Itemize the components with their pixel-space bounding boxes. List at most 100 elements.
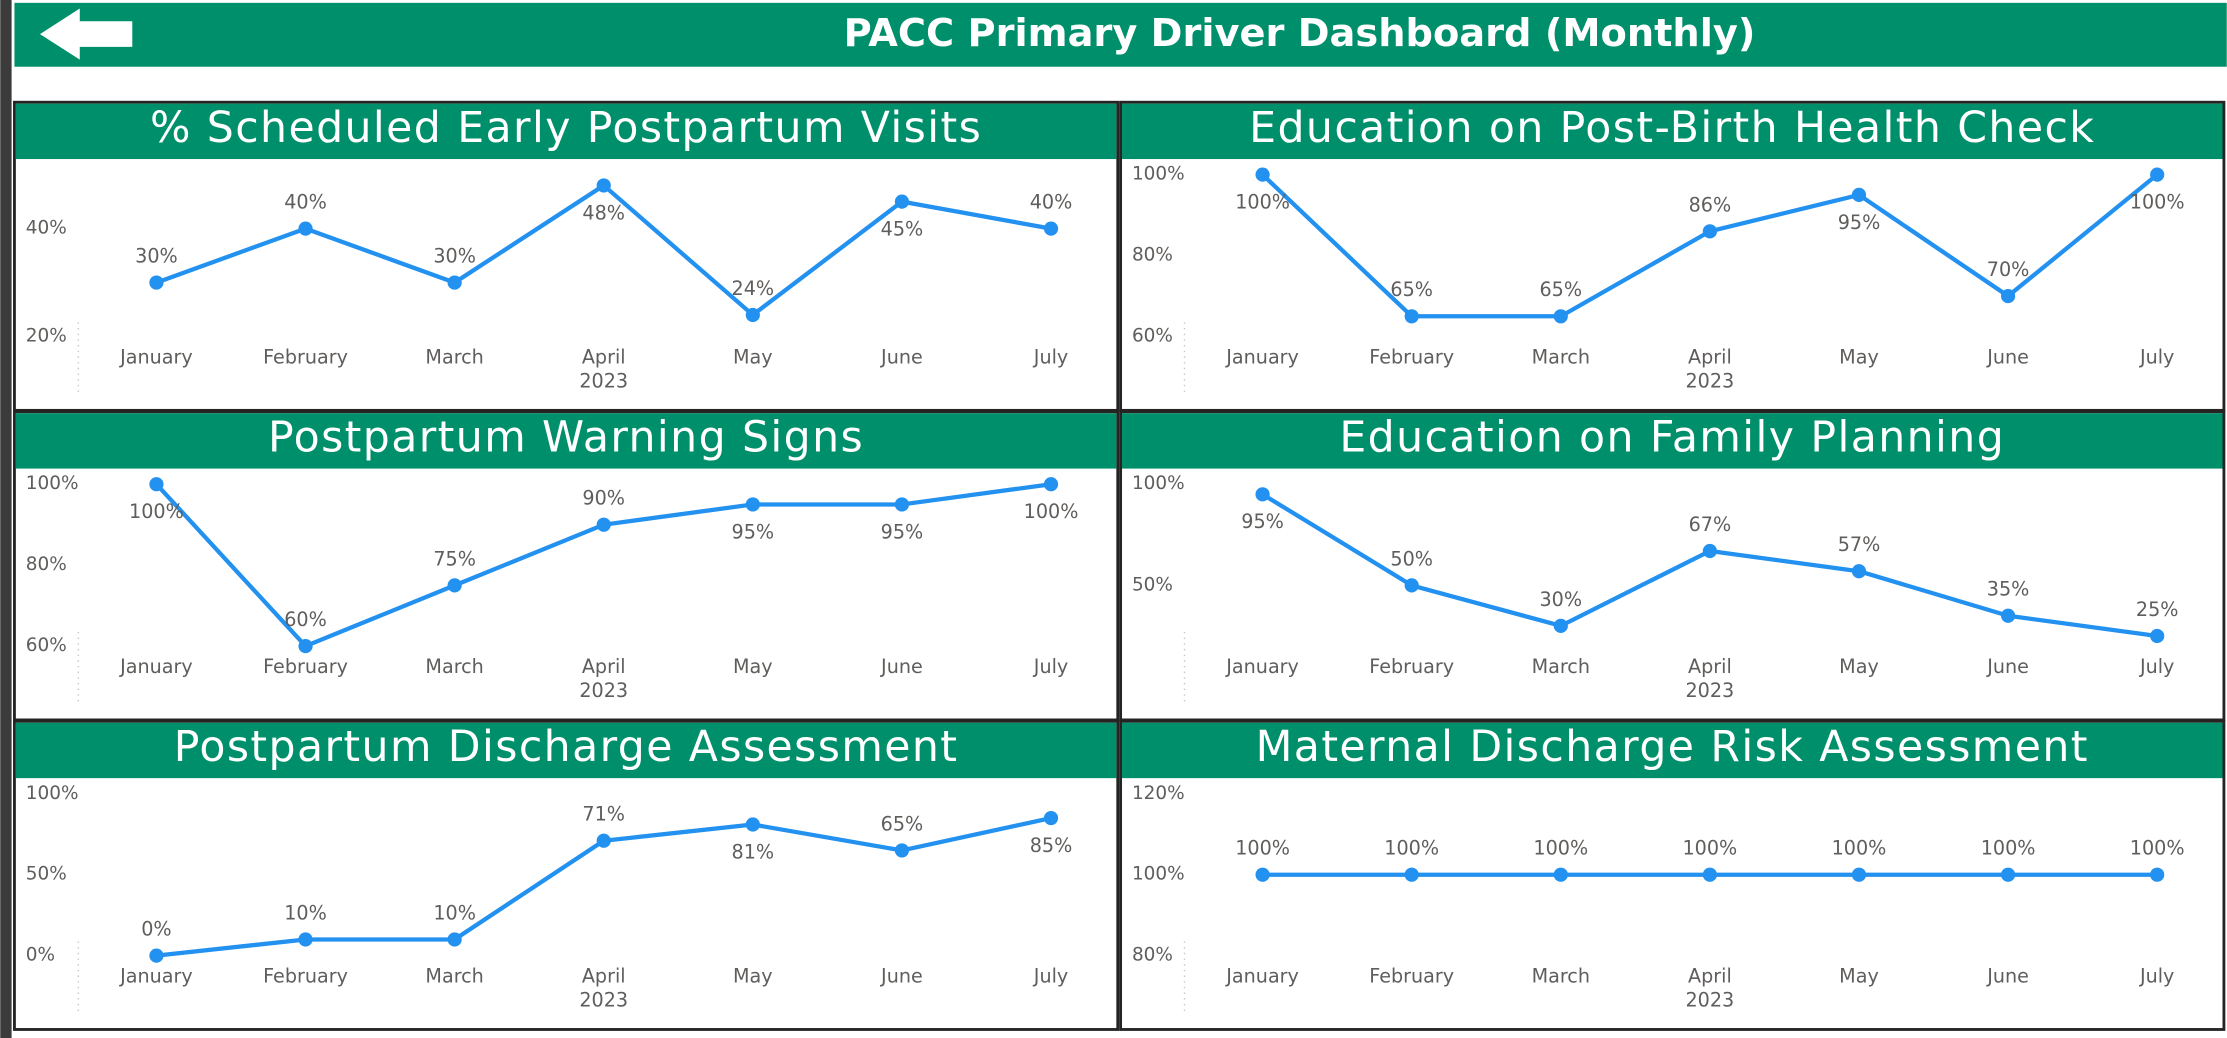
- x-tick-label: May: [733, 345, 773, 368]
- data-point: [1702, 867, 1717, 882]
- data-label: 65%: [1540, 278, 1583, 301]
- data-point: [1553, 618, 1568, 633]
- x-tick-label: June: [880, 655, 923, 678]
- x-axis-label: 2023: [579, 679, 628, 702]
- data-label: 57%: [1838, 533, 1881, 556]
- data-point: [1702, 224, 1717, 239]
- x-tick-label: May: [1839, 964, 1879, 987]
- x-axis-label: 2023: [579, 369, 628, 392]
- y-tick-label: 80%: [1132, 245, 1173, 266]
- panel-title: Education on Family Planning: [1339, 413, 2005, 463]
- back-button[interactable]: [40, 8, 133, 60]
- data-point: [149, 477, 164, 492]
- data-label: 95%: [881, 520, 924, 543]
- x-tick-label: March: [425, 655, 483, 678]
- data-point: [596, 517, 611, 532]
- data-label: 10%: [284, 901, 327, 924]
- x-axis-label: 2023: [1686, 679, 1735, 702]
- x-tick-label: April: [582, 964, 626, 987]
- y-tick-label: 100%: [26, 473, 79, 494]
- x-tick-label: March: [1532, 964, 1590, 987]
- data-label: 48%: [582, 201, 625, 224]
- y-tick-label: 100%: [1132, 164, 1185, 185]
- data-point: [2000, 288, 2016, 304]
- left-border: [0, 0, 12, 1038]
- x-tick-label: June: [880, 964, 923, 987]
- data-label: 50%: [1390, 547, 1433, 570]
- panel-title-bar: [15, 722, 1117, 779]
- x-tick-label: January: [119, 964, 193, 987]
- data-label: 100%: [1235, 837, 1290, 860]
- data-point: [298, 932, 313, 947]
- data-label: 30%: [1540, 588, 1583, 611]
- x-tick-label: May: [1839, 655, 1879, 678]
- header-bar: [14, 2, 2227, 67]
- data-point: [2150, 167, 2165, 182]
- data-label: 40%: [284, 191, 327, 214]
- x-tick-label: January: [1225, 655, 1299, 678]
- data-label: 100%: [1024, 500, 1079, 523]
- data-label: 95%: [1838, 211, 1881, 234]
- x-tick-label: April: [1688, 345, 1732, 368]
- data-label: 95%: [732, 520, 775, 543]
- data-point: [1255, 487, 1270, 502]
- x-tick-label: June: [880, 345, 923, 368]
- x-tick-label: January: [119, 655, 193, 678]
- y-tick-label: 80%: [26, 554, 67, 575]
- x-axis-label: 2023: [579, 989, 628, 1012]
- x-tick-label: May: [733, 964, 773, 987]
- x-tick-label: March: [425, 964, 483, 987]
- data-point: [298, 221, 313, 236]
- data-point: [745, 307, 760, 323]
- data-point: [2150, 867, 2165, 882]
- x-tick-label: February: [263, 964, 348, 987]
- x-tick-label: February: [263, 655, 348, 678]
- data-point: [1404, 578, 1419, 593]
- x-tick-label: April: [582, 655, 626, 678]
- x-tick-label: March: [1532, 345, 1590, 368]
- data-label: 100%: [129, 500, 184, 523]
- data-label: 100%: [1533, 837, 1588, 860]
- x-tick-label: June: [1986, 345, 2029, 368]
- x-tick-label: May: [733, 655, 773, 678]
- data-label: 40%: [1030, 191, 1073, 214]
- panel-title-bar: [15, 413, 1117, 469]
- header-title: PACC Primary Driver Dashboard (Monthly): [844, 11, 1756, 56]
- data-point: [298, 638, 313, 654]
- data-label: 10%: [433, 901, 476, 924]
- y-tick-label: 100%: [26, 783, 79, 804]
- x-tick-label: July: [1033, 655, 1068, 678]
- data-label: 65%: [881, 812, 924, 835]
- data-label: 100%: [2130, 191, 2185, 214]
- data-label: 100%: [1981, 837, 2036, 860]
- data-label: 60%: [284, 608, 327, 631]
- x-tick-label: February: [263, 345, 348, 368]
- x-tick-label: April: [1688, 655, 1732, 678]
- data-point: [894, 843, 910, 858]
- panel-title: Postpartum Warning Signs: [268, 413, 864, 463]
- data-point: [745, 817, 760, 832]
- x-tick-label: January: [1225, 345, 1299, 368]
- x-tick-label: January: [1225, 964, 1299, 987]
- data-label: 67%: [1689, 513, 1732, 536]
- data-label: 90%: [582, 487, 625, 510]
- x-tick-label: July: [2139, 345, 2174, 368]
- x-tick-label: June: [1986, 655, 2029, 678]
- y-tick-label: 120%: [1132, 783, 1185, 804]
- data-label: 86%: [1689, 193, 1732, 216]
- x-tick-label: February: [1369, 345, 1454, 368]
- data-label: 100%: [1235, 191, 1290, 214]
- panel-title: Postpartum Discharge Assessment: [174, 722, 959, 772]
- x-tick-label: June: [1986, 964, 2029, 987]
- x-tick-label: January: [119, 345, 193, 368]
- x-axis-label: 2023: [1686, 369, 1735, 392]
- data-label: 30%: [433, 245, 476, 268]
- x-tick-label: February: [1369, 964, 1454, 987]
- panel-title: Maternal Discharge Risk Assessment: [1256, 722, 2089, 772]
- data-label: 85%: [1030, 834, 1073, 857]
- data-point: [2000, 608, 2016, 623]
- panel-title: % Scheduled Early Postpartum Visits: [150, 103, 982, 153]
- y-tick-label: 50%: [1132, 574, 1173, 595]
- data-point: [1851, 867, 1867, 882]
